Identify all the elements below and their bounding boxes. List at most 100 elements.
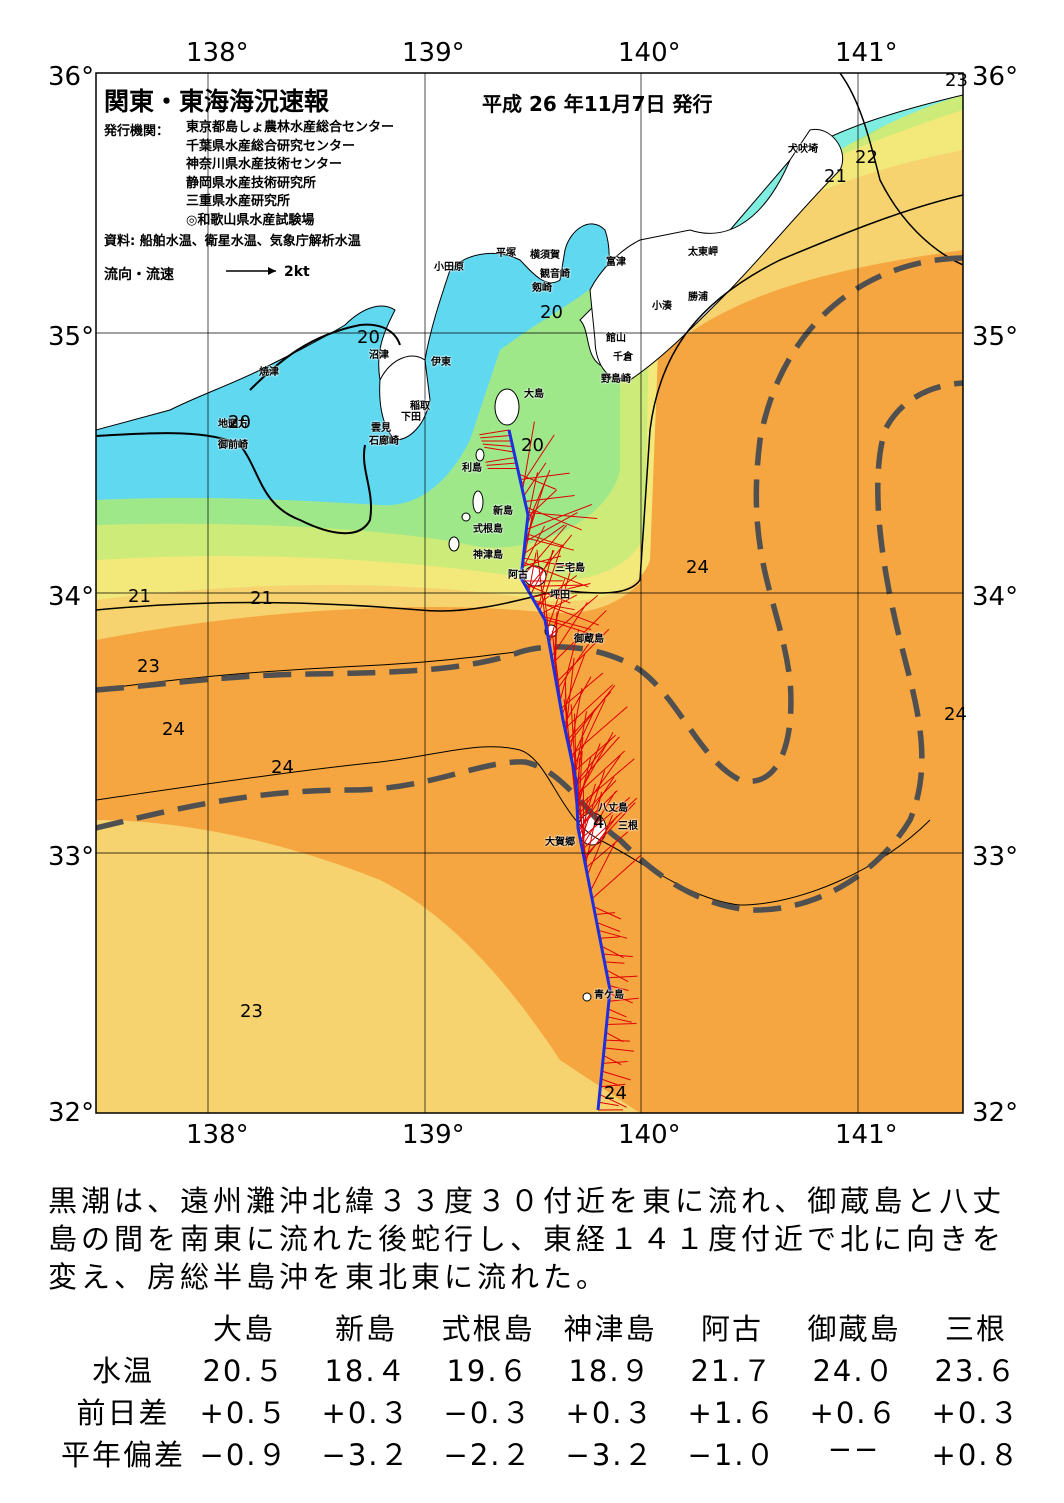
flow-legend-scale: 2kt: [284, 264, 310, 280]
flow-vector: [576, 743, 601, 805]
lat-label-33-left: 33°: [48, 842, 95, 872]
table-cell: +0.６: [809, 1396, 899, 1430]
flow-vector: [522, 421, 535, 491]
flow-vector: [608, 997, 639, 1002]
table-column-header: 大島: [212, 1312, 275, 1346]
isotherm-label: 24: [162, 719, 185, 740]
flow-vector: [546, 578, 566, 631]
flow-vector: [576, 750, 625, 796]
lat-label-36-left: 36°: [48, 62, 95, 92]
lat-label-33-right: 33°: [972, 842, 1019, 872]
place-label: 利島: [462, 463, 482, 474]
flow-vector: [605, 1031, 624, 1043]
table-column-header: 新島: [334, 1312, 397, 1346]
table-cell: −0.９: [199, 1438, 289, 1472]
isotherm-21: [96, 194, 963, 612]
flow-vector: [595, 912, 616, 916]
flow-vector: [600, 1078, 621, 1087]
table-column-header: 御蔵島: [807, 1312, 901, 1346]
table-cell: +0.３: [565, 1396, 655, 1430]
isotherm-label: 23: [137, 656, 160, 677]
lon-label-140-top: 140°: [618, 38, 681, 68]
flow-vector: [583, 802, 636, 858]
flow-vector: [564, 684, 614, 730]
flow-vector: [523, 557, 583, 570]
table-column-header: 三根: [944, 1312, 1007, 1346]
isotherm-label: 20: [540, 302, 563, 323]
flow-vector: [609, 992, 633, 1004]
isotherm-label: 21: [824, 166, 847, 187]
flow-vectors: [479, 421, 641, 1111]
flow-vector: [593, 906, 622, 920]
issue-date: 平成 26 年11月7日 発行: [482, 92, 713, 116]
flow-vector: [536, 549, 547, 625]
place-label: 伊東: [431, 357, 451, 368]
data-source: 資料: 船舶水温、衛星水温、気象庁解析水温: [104, 234, 361, 249]
isotherm-label: 23: [945, 70, 968, 91]
flow-vector: [604, 1047, 635, 1052]
lon-label-141-top: 141°: [835, 38, 898, 68]
isotherm-20-north: [249, 323, 401, 391]
flow-vector: [544, 618, 602, 638]
isotherm-label: 20: [521, 435, 544, 456]
island-shikinejima: [461, 512, 471, 522]
place-label: 下田: [401, 412, 421, 423]
flow-vector: [600, 1083, 626, 1088]
place-label: 大島: [524, 389, 544, 400]
lat-label-35-left: 35°: [48, 322, 95, 352]
isotherm-label: 24: [271, 757, 294, 778]
flow-vector: [524, 494, 575, 503]
flow-vector: [526, 504, 592, 530]
flow-vector: [607, 975, 638, 979]
flow-vector: [528, 552, 537, 592]
table-cell: −−: [827, 1432, 881, 1466]
place-label: 小湊: [652, 301, 672, 312]
lon-label-141-bottom: 141°: [835, 1120, 898, 1150]
table-row-label: 水温: [91, 1354, 154, 1388]
place-label: 稲取: [410, 401, 430, 412]
place-label: 御前崎: [218, 440, 248, 451]
flow-vector: [601, 1070, 631, 1081]
flow-vector: [530, 550, 555, 595]
place-label: 館山: [606, 333, 626, 344]
land-izu: [379, 355, 431, 441]
isotherm-label: 24: [604, 1083, 627, 1104]
org-item: 東京都島しょ農林水産総合センター: [186, 120, 395, 135]
isotherm-label: 22: [855, 147, 878, 168]
place-label: 坪田: [550, 590, 570, 601]
flow-vector: [581, 797, 638, 850]
flow-vector: [560, 672, 604, 709]
table-cell: 18.４: [324, 1354, 408, 1388]
place-label: 犬吠埼: [788, 144, 818, 155]
lon-label-139-top: 139°: [402, 38, 465, 68]
flow-vector: [479, 429, 510, 436]
flow-vector: [590, 841, 616, 892]
flow-vector: [525, 533, 565, 547]
place-label: 観音崎: [540, 269, 570, 280]
place-label: 沼津: [369, 350, 389, 361]
lon-label-138-bottom: 138°: [186, 1120, 249, 1150]
flow-vector: [541, 594, 578, 615]
flow-vector: [599, 936, 620, 939]
flow-legend-label: 流向・流速: [104, 267, 174, 283]
lat-label-34-right: 34°: [972, 582, 1019, 612]
place-label: 野島崎: [601, 374, 631, 385]
table-cell: −3.２: [321, 1438, 411, 1472]
island-aogashima: [582, 992, 592, 1002]
flow-vector: [520, 434, 555, 486]
place-label: 阿古: [508, 570, 528, 581]
flow-vector: [524, 512, 578, 543]
sea-condition-map: 138° 139° 140° 141° 138° 139° 140° 141° …: [48, 38, 1019, 1150]
zone-24-east: [640, 250, 963, 1113]
island-kozushima: [448, 536, 460, 552]
flow-vector: [525, 584, 586, 587]
isotherm-label: 20: [357, 327, 380, 348]
flow-vector: [480, 435, 511, 439]
org-item: 千葉県水産総合研究センター: [186, 138, 356, 154]
flow-vector: [581, 791, 616, 848]
flow-vector: [604, 1039, 630, 1042]
lat-label-36-right: 36°: [972, 62, 1019, 92]
table-cell: 20.５: [202, 1354, 286, 1388]
isotherm-22-east: [839, 73, 963, 266]
flow-vector: [525, 537, 575, 551]
